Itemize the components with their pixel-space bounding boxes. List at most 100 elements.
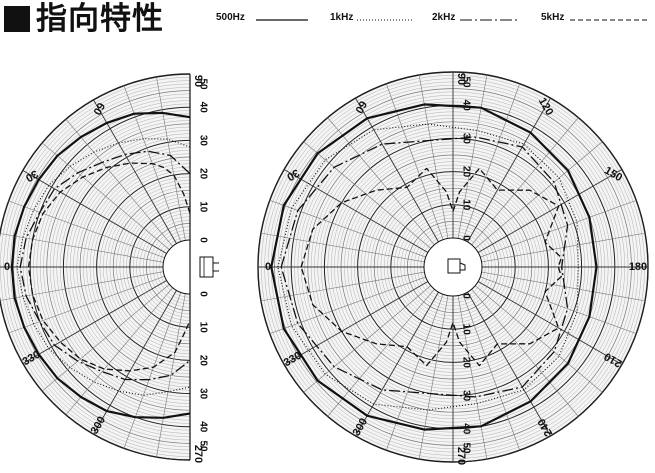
angle-spoke xyxy=(22,170,167,254)
angle-spoke xyxy=(386,294,444,451)
angle-spoke xyxy=(418,74,449,239)
microphone-body xyxy=(447,258,461,274)
angle-spoke xyxy=(269,276,426,334)
angle-spoke xyxy=(480,200,637,258)
angle-label: 90 xyxy=(192,75,204,87)
series-line-500hz xyxy=(270,103,598,431)
db-label: 30 xyxy=(197,135,208,147)
angle-label: 180 xyxy=(629,261,647,273)
db-label: 40 xyxy=(460,423,471,435)
db-label: 20 xyxy=(197,168,208,180)
legend-label: 2kHz xyxy=(432,12,456,23)
angle-spoke xyxy=(41,284,170,392)
microphone-body xyxy=(199,256,214,278)
angle-spoke xyxy=(22,280,167,364)
db-label: 10 xyxy=(460,199,471,211)
db-label: 10 xyxy=(197,322,208,334)
center-hole xyxy=(162,239,190,295)
angle-spoke xyxy=(303,141,431,249)
angle-spoke xyxy=(283,281,429,365)
microphone-line xyxy=(459,262,466,271)
legend-line-solid xyxy=(256,19,308,21)
polar-charts: 9060300330300270504030201000102030405090… xyxy=(0,71,649,465)
legend-item-5khz: 5kHz xyxy=(541,11,653,25)
angle-spoke xyxy=(355,97,439,243)
legend-label: 1kHz xyxy=(330,12,354,23)
angle-label: 30 xyxy=(23,167,40,184)
db-label: 30 xyxy=(197,388,208,400)
legend-line-dashed xyxy=(570,19,650,21)
series-line-5khz xyxy=(27,162,190,372)
db-label: 20 xyxy=(197,355,208,367)
angle-spoke xyxy=(8,275,165,334)
db-label: 30 xyxy=(460,390,471,402)
polar-chart-half xyxy=(0,73,224,461)
angle-spoke xyxy=(477,281,623,365)
series-line-5khz xyxy=(300,167,562,367)
angle-spoke xyxy=(462,294,520,451)
db-label: 20 xyxy=(460,357,471,369)
angle-spoke xyxy=(327,289,435,417)
db-label: 50 xyxy=(197,78,208,90)
angle-spoke xyxy=(260,232,425,263)
angle-spoke xyxy=(457,74,488,239)
angle-spoke xyxy=(471,289,579,417)
db-label: 30 xyxy=(460,133,471,145)
db-label: 40 xyxy=(197,102,208,114)
angle-spoke xyxy=(156,76,186,241)
angle-spoke xyxy=(477,169,623,253)
angle-label: 30 xyxy=(285,166,302,183)
db-label: 50 xyxy=(460,76,471,88)
angle-spoke xyxy=(418,295,449,460)
db-label: 50 xyxy=(460,442,471,454)
legend-line-dotted xyxy=(357,19,413,21)
microphone-icon xyxy=(199,256,219,278)
angle-spoke xyxy=(467,97,551,243)
angle-spoke xyxy=(8,200,165,259)
angle-spoke xyxy=(283,169,429,253)
angle-label: 270 xyxy=(192,445,204,463)
title-bullet-square xyxy=(4,6,30,32)
angle-label: 0 xyxy=(4,261,10,273)
db-label: 0 xyxy=(460,293,471,299)
db-label: 0 xyxy=(197,291,208,297)
db-label: 10 xyxy=(460,324,471,336)
db-label: 50 xyxy=(197,440,208,452)
legend-item-1khz: 1kHz xyxy=(330,11,430,25)
angle-spoke xyxy=(0,271,164,301)
angle-spoke xyxy=(386,83,444,240)
angle-spoke xyxy=(471,117,579,245)
angle-spoke xyxy=(65,118,173,247)
angle-spoke xyxy=(260,271,425,302)
legend-item-2khz: 2kHz xyxy=(432,11,542,25)
angle-spoke xyxy=(195,294,224,457)
series-line-500hz xyxy=(10,111,190,419)
series-line-2khz xyxy=(280,136,569,398)
angle-spoke xyxy=(467,291,551,437)
angle-spoke xyxy=(65,287,173,416)
db-label: 40 xyxy=(460,100,471,112)
legend-line-dashdot xyxy=(460,19,518,21)
db-label: 20 xyxy=(460,166,471,178)
legend-label: 500Hz xyxy=(216,12,245,23)
angle-spoke xyxy=(156,293,186,458)
angle-spoke xyxy=(457,295,488,460)
microphone-icon xyxy=(447,258,466,274)
angle-spoke xyxy=(480,276,637,334)
angle-spoke xyxy=(41,142,170,250)
angle-label: 60 xyxy=(90,100,107,117)
angle-spoke xyxy=(355,291,439,437)
angle-label: 90 xyxy=(455,73,467,85)
angle-spoke xyxy=(0,233,164,263)
angle-spoke xyxy=(481,271,646,302)
legend-label: 5kHz xyxy=(541,12,565,23)
angle-spoke xyxy=(481,232,646,263)
db-label: 0 xyxy=(460,235,471,241)
db-label: 0 xyxy=(197,237,208,243)
angle-label: 270 xyxy=(455,447,467,465)
angle-spoke xyxy=(123,292,182,449)
angle-label: 0 xyxy=(265,261,271,273)
angle-spoke xyxy=(303,285,431,393)
header: 指向特性 500Hz 1kHz 2kHz 5kHz xyxy=(0,0,655,42)
angle-spoke xyxy=(269,200,426,258)
